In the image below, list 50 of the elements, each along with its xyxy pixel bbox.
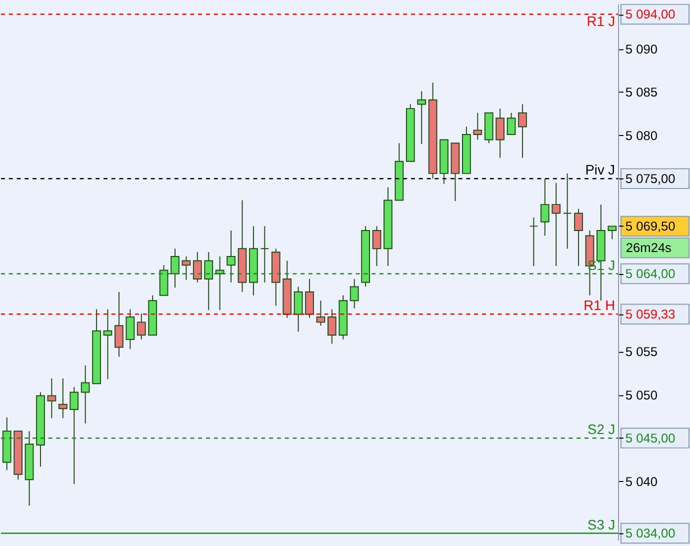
- ref-line-label: R1 H: [584, 298, 616, 314]
- candlestick: [260, 226, 270, 283]
- ref-line-label: R1 J: [586, 14, 616, 30]
- candlestick: [608, 226, 617, 240]
- y-tick-label: 5 055: [625, 344, 658, 360]
- candlestick: [70, 386, 79, 484]
- candlestick: [327, 308, 336, 344]
- candlestick: [204, 252, 214, 311]
- candlestick: [294, 286, 303, 332]
- candlestick: [350, 278, 359, 309]
- ref-line-label: S2 J: [588, 422, 616, 438]
- candlestick: [192, 252, 202, 283]
- y-tick-label: 5 094,00: [625, 6, 676, 22]
- candlestick: [316, 300, 326, 326]
- candlestick: [136, 313, 146, 340]
- candlestick: [574, 208, 583, 266]
- candlestick: [103, 308, 112, 380]
- candlestick: [529, 217, 538, 266]
- candlestick: [372, 226, 382, 266]
- candlestick: [182, 256, 191, 280]
- y-tick-label: 5 040: [625, 474, 658, 489]
- candlestick: [126, 308, 135, 350]
- candlestick: [562, 172, 572, 250]
- candlestick: [518, 104, 527, 158]
- candlestick: [305, 278, 314, 318]
- y-tick-label: 5 080: [625, 128, 658, 143]
- y-tick-label: 5 050: [625, 387, 658, 402]
- ref-line-label: Piv J: [585, 162, 616, 178]
- candlestick: [47, 378, 56, 419]
- candlestick: [80, 364, 90, 424]
- candlestick: [417, 90, 426, 145]
- ref-line-label: S3 J: [588, 517, 616, 532]
- candlestick: [496, 108, 505, 158]
- candlestick: [114, 291, 124, 358]
- y-tick-label: 5 045,00: [625, 430, 676, 446]
- y-tick-label: 5 090: [625, 41, 658, 56]
- y-tick-label: 5 064,00: [625, 266, 676, 282]
- candlestick: [473, 112, 482, 140]
- candlestick: [226, 230, 236, 283]
- y-tick-label: 5 069,50: [625, 218, 676, 234]
- text: 26m24s: [626, 240, 672, 255]
- y-tick-label: 5 075,00: [625, 171, 676, 186]
- candlestick: [506, 112, 516, 136]
- y-tick-label: 5 059,33: [625, 306, 676, 322]
- candlestick: [552, 182, 561, 266]
- y-tick-label: 5 034,00: [625, 526, 676, 541]
- candlestick: [170, 248, 180, 288]
- candlestick: [58, 378, 68, 419]
- candlestick: [540, 178, 550, 236]
- y-tick-label: 5 085: [625, 84, 658, 100]
